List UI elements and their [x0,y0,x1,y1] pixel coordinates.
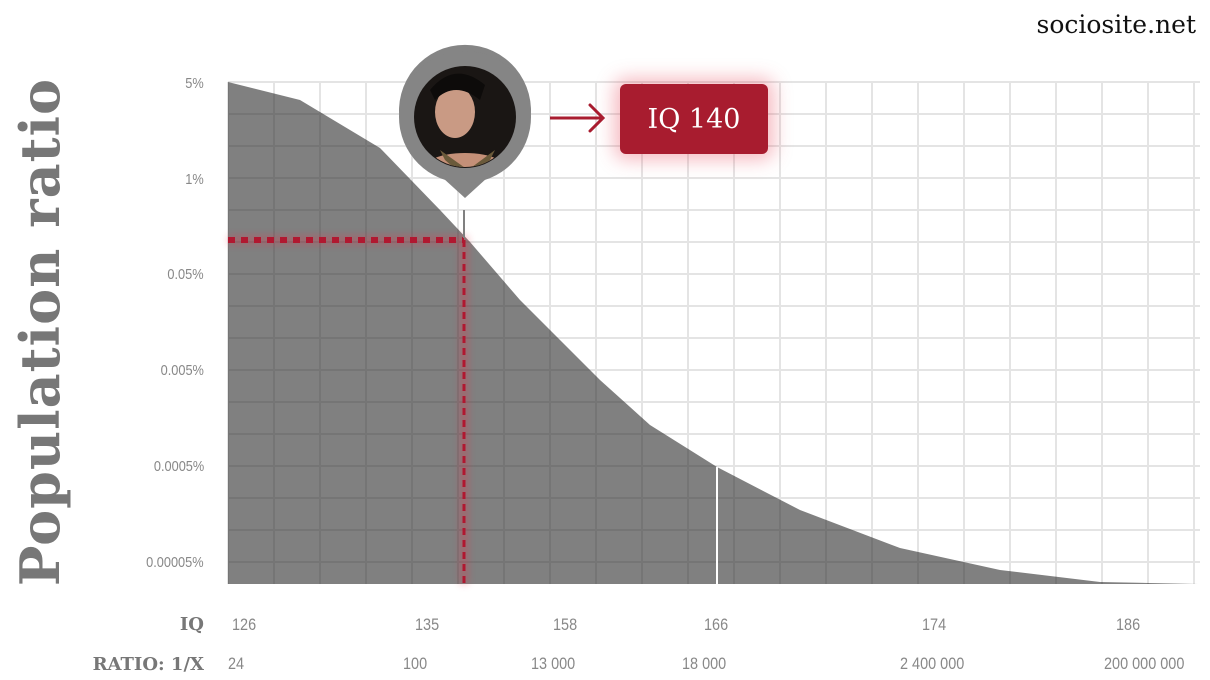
iq-row-label: IQ [179,614,204,635]
y-tick-label: 0.0005% [153,458,204,475]
y-tick-label: 5% [185,75,204,92]
x-tick-ratio: 100 [403,654,428,673]
x-tick-iq: 126 [232,615,257,634]
iq-highlight-badge: IQ 140 [620,84,768,154]
site-watermark: sociosite.net [1036,10,1197,39]
x-tick-iq: 135 [415,615,440,634]
arrow-icon [550,103,606,133]
x-tick-ratio: 2 400 000 [900,654,965,673]
photo-pin [399,44,531,198]
x-tick-iq: 158 [553,615,578,634]
y-tick-label: 0.00005% [146,554,204,571]
x-tick-ratio: 18 000 [682,654,727,673]
x-tick-ratio: 24 [228,654,245,673]
x-tick-ratio: 200 000 000 [1104,654,1185,673]
highlight-guides [228,210,468,584]
ratio-row-label: RATIO: 1/X [92,654,204,675]
y-tick-label: 0.005% [160,362,204,379]
distribution-area [228,82,1198,584]
x-tick-iq: 174 [922,615,947,634]
x-tick-iq: 166 [704,615,729,634]
y-tick-label: 1% [185,171,204,188]
x-tick-ratio: 13 000 [531,654,576,673]
x-tick-iq: 186 [1116,615,1141,634]
y-tick-label: 0.05% [167,266,204,283]
